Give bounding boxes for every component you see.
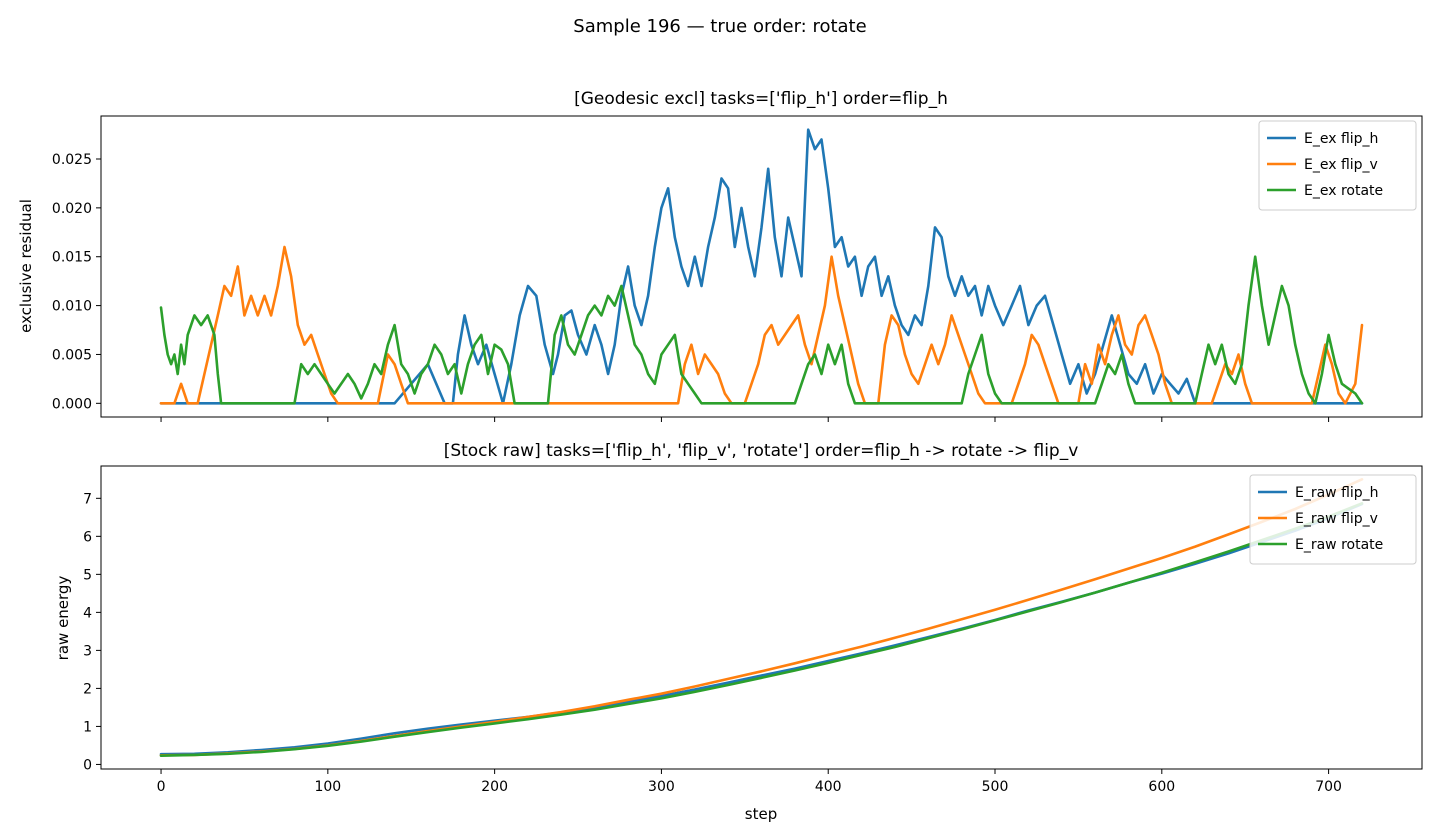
- series-line-e-ex-rotate: [159, 255, 1364, 405]
- y-tick-label: 0.015: [52, 250, 92, 266]
- x-tick-label: 600: [1148, 779, 1175, 795]
- legend-frame: [1258, 120, 1417, 211]
- series-line-e-raw-rotate: [159, 502, 1364, 757]
- y-tick-label: 1: [83, 719, 92, 735]
- series-line-e-ex-flip-h: [159, 128, 1364, 405]
- y-tick-label: 2: [83, 681, 92, 697]
- y-tick-label: 0.010: [52, 299, 92, 315]
- legend-label: E_ex flip_h: [1304, 131, 1378, 147]
- legend-label: E_raw flip_v: [1295, 511, 1378, 527]
- y-tick-label: 4: [83, 605, 92, 621]
- legend-label: E_raw rotate: [1295, 537, 1383, 553]
- tick-layer-top: 0.000 0.005 0.010 0.015 0.020 0.025: [52, 152, 1330, 422]
- x-tick-label: 100: [314, 779, 341, 795]
- legend-top: E_ex flip_h E_ex flip_v E_ex rotate: [1258, 120, 1417, 211]
- tick-layer-bottom: 0 100 200 300 400 500 600 700 0 1 2 3 4 5 6 7: [83, 491, 1342, 795]
- series-layer-bottom: [159, 478, 1364, 757]
- y-tick-label: 5: [83, 567, 92, 583]
- y-tick-label: 0.000: [52, 396, 92, 412]
- legend-bottom: E_raw flip_h E_raw flip_v E_raw rotate: [1249, 474, 1417, 565]
- x-tick-label: 700: [1315, 779, 1342, 795]
- legend-frame: [1249, 474, 1417, 565]
- figure-suptitle: Sample 196 — true order: rotate: [573, 16, 866, 37]
- x-tick-label: 200: [481, 779, 508, 795]
- panel-title-geodesic-excl: [Geodesic excl] tasks=['flip_h'] order=f…: [574, 89, 948, 109]
- panel-title-stock-raw: [Stock raw] tasks=['flip_h', 'flip_v', '…: [444, 441, 1079, 461]
- y-tick-label: 0: [83, 757, 92, 773]
- y-tick-label: 0.005: [52, 347, 92, 363]
- x-tick-label: 500: [982, 779, 1009, 795]
- legend-label: E_raw flip_h: [1295, 485, 1379, 501]
- y-tick-label: 6: [83, 529, 92, 545]
- y-tick-label: 0.025: [52, 152, 92, 168]
- series-line-e-ex-flip-v: [159, 245, 1364, 405]
- legend-label: E_ex flip_v: [1304, 157, 1378, 173]
- y-axis-label-raw-energy: raw energy: [54, 576, 72, 661]
- plot-frame-bottom: [100, 465, 1423, 770]
- x-axis-label-step: step: [745, 805, 777, 823]
- y-axis-label-exclusive-residual: exclusive residual: [17, 199, 35, 333]
- series-layer-top: [159, 128, 1364, 405]
- panel-stock-raw: [Stock raw] tasks=['flip_h', 'flip_v', '…: [54, 441, 1423, 823]
- y-tick-label: 7: [83, 491, 92, 507]
- panel-geodesic-excl: [Geodesic excl] tasks=['flip_h'] order=f…: [17, 89, 1423, 422]
- y-tick-label: 3: [83, 643, 92, 659]
- plot-frame-top: [100, 115, 1423, 418]
- x-tick-label: 300: [648, 779, 675, 795]
- legend-label: E_ex rotate: [1304, 183, 1383, 199]
- y-tick-label: 0.020: [52, 201, 92, 217]
- x-tick-label: 400: [815, 779, 842, 795]
- x-tick-label: 0: [157, 779, 166, 795]
